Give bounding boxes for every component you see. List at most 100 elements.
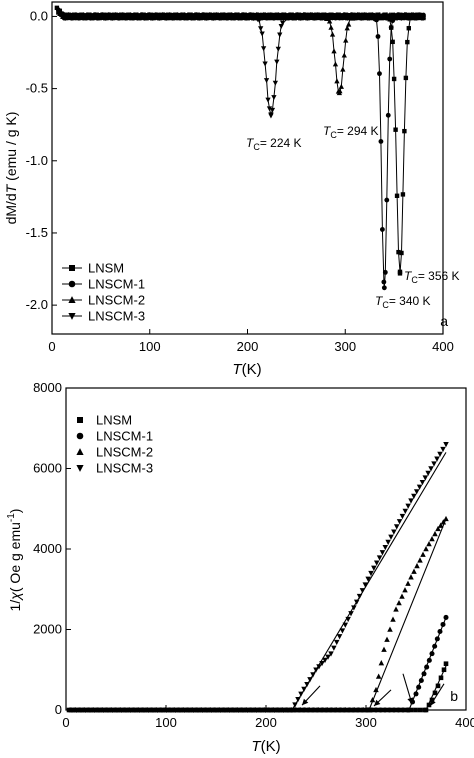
data-point <box>385 539 391 546</box>
data-point <box>259 31 265 37</box>
x-tick-label: 200 <box>255 715 277 730</box>
data-point <box>378 139 384 144</box>
data-point <box>373 560 380 566</box>
data-point <box>341 52 347 58</box>
data-point <box>411 568 417 574</box>
data-point <box>405 503 411 509</box>
data-point <box>342 622 349 628</box>
data-point <box>173 12 179 18</box>
data-point <box>204 707 210 713</box>
data-point <box>377 707 384 713</box>
data-point <box>316 664 322 670</box>
series-line <box>61 13 424 116</box>
data-point <box>403 75 409 81</box>
data-point <box>333 639 340 646</box>
series-line <box>57 9 424 288</box>
data-point <box>213 707 219 713</box>
data-point <box>390 39 395 45</box>
data-point <box>437 628 443 635</box>
data-point <box>150 707 156 713</box>
data-point <box>443 442 449 448</box>
data-point <box>253 707 260 713</box>
legend-marker <box>76 465 84 472</box>
legend-entry: LNSCM-3 <box>88 309 145 324</box>
data-point <box>54 5 60 11</box>
legend-marker <box>68 296 76 303</box>
data-point <box>373 707 379 713</box>
data-point <box>304 681 310 688</box>
arrow-head <box>302 698 309 706</box>
tc-annotation-356: TC= 356 K <box>404 269 460 285</box>
data-point <box>420 15 427 21</box>
data-point <box>168 707 174 713</box>
data-point <box>369 696 376 703</box>
data-point <box>71 12 78 18</box>
data-point <box>432 690 438 696</box>
y-tick-label: -2.0 <box>26 297 48 312</box>
data-point <box>426 657 432 663</box>
data-point <box>351 707 358 713</box>
data-point <box>426 540 432 547</box>
data-point <box>437 451 443 457</box>
data-point <box>379 550 386 556</box>
data-point <box>424 664 430 670</box>
data-point <box>396 519 403 525</box>
data-point <box>141 707 147 713</box>
panel-a-ticks: 0 100 200 300 400 0.0 -0.5 -1.0 -1.5 -2.0 <box>26 8 454 354</box>
data-point <box>381 279 387 285</box>
data-point <box>399 250 404 256</box>
panel-b-arrows <box>301 673 445 707</box>
data-point <box>336 634 343 640</box>
data-point <box>419 480 426 486</box>
legend-marker <box>76 448 84 455</box>
data-point <box>338 707 344 713</box>
data-point <box>64 12 70 18</box>
data-point <box>413 707 418 713</box>
data-point <box>136 707 143 713</box>
data-point <box>366 707 372 713</box>
data-point <box>181 707 188 713</box>
data-point <box>96 707 102 713</box>
data-point <box>271 707 278 713</box>
data-point <box>434 636 440 642</box>
legend-entry: LNSM <box>88 261 124 276</box>
data-point <box>240 707 246 713</box>
data-point <box>397 271 403 276</box>
data-point <box>351 605 357 611</box>
data-point <box>400 192 406 197</box>
data-point <box>423 707 429 713</box>
data-point <box>274 59 280 65</box>
y-tick-label: 0.0 <box>30 8 48 23</box>
y-tick-label: 6000 <box>33 461 62 476</box>
data-point <box>362 582 369 588</box>
data-point <box>360 707 367 713</box>
data-point <box>368 570 374 577</box>
series-line <box>59 11 424 95</box>
data-point <box>311 707 317 713</box>
y-tick-label: -1.0 <box>26 153 48 168</box>
data-point <box>356 707 362 713</box>
data-point <box>393 127 398 132</box>
data-point <box>258 707 264 713</box>
data-point <box>276 707 282 713</box>
panel-b-label: b <box>450 688 458 704</box>
data-point <box>315 707 322 713</box>
tc-annotation-224: TC= 224 K <box>246 136 302 152</box>
data-point <box>306 707 313 713</box>
data-point <box>423 546 429 552</box>
data-point <box>395 707 402 713</box>
data-point <box>402 128 407 134</box>
data-point <box>313 667 319 673</box>
x-tick-label: 0 <box>62 715 69 730</box>
data-point <box>265 97 271 103</box>
data-point <box>319 661 325 667</box>
data-point <box>313 12 320 18</box>
data-point <box>429 697 435 703</box>
data-point <box>340 66 346 72</box>
data-point <box>338 83 344 89</box>
data-point <box>272 80 278 86</box>
x-tick-label: 100 <box>139 339 161 354</box>
data-point <box>105 707 111 713</box>
